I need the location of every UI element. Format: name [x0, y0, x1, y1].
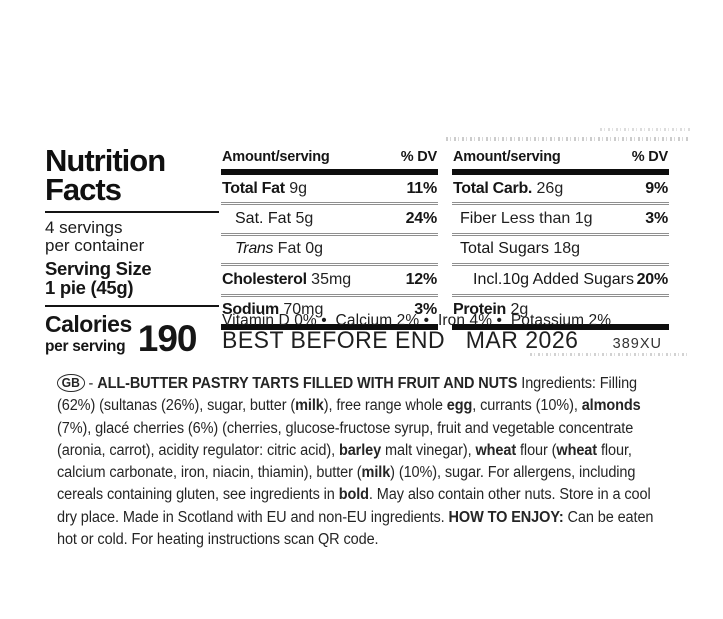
table-row-total-fat: Total Fat 9g 11% [221, 175, 438, 206]
table-row-fiber: Fiber Less than 1g 3% [452, 205, 669, 236]
table-row-sat-fat: Sat. Fat 5g 24% [221, 205, 438, 236]
batch-code: 389XU [612, 336, 662, 352]
thick-bar [221, 169, 438, 175]
table-row-trans-fat: Trans Fat 0g [221, 236, 438, 267]
panel-title: Nutrition Facts [45, 143, 219, 208]
date-code-row: BEST BEFORE END MAR 2026 389XU [222, 325, 670, 354]
header-amount-serving: Amount/serving [453, 149, 561, 165]
table-header: Amount/serving % DV [452, 148, 669, 169]
servings-per-container: 4 servings per container [45, 218, 145, 255]
thick-bar [452, 323, 669, 330]
header-percent-dv: % DV [400, 149, 437, 165]
calories-block: Calories per serving 190 [45, 310, 219, 359]
table-row-cholesterol: Cholesterol 35mg 12% [221, 266, 438, 297]
best-before-date: BEST BEFORE END MAR 2026 [222, 325, 579, 353]
calories-sublabel: per serving [45, 337, 126, 355]
nutrition-facts-column: Nutrition Facts 4 servings per container… [45, 143, 219, 359]
header-percent-dv: % DV [631, 149, 668, 165]
calories-value: 190 [137, 317, 198, 359]
fat-table: Amount/serving % DV Total Fat 9g 11% Sat… [221, 148, 438, 330]
table-row-total-carb: Total Carb. 26g 9% [452, 175, 669, 206]
serving-size: Serving Size 1 pie (45g) [45, 257, 152, 299]
illegible-fine-print [446, 137, 690, 141]
micronutrients-line: Vitamin D 0% • Calcium 2% • Iron 4% • Po… [222, 312, 612, 329]
header-amount-serving: Amount/serving [222, 149, 330, 165]
table-row-added-sugars: Incl.10g Added Sugars 20% [452, 266, 669, 297]
thick-bar [221, 323, 438, 330]
divider-rule [45, 304, 219, 307]
calories-label: Calories [45, 310, 132, 337]
carb-table: Amount/serving % DV Total Carb. 26g 9% F… [452, 148, 669, 330]
nutrient-tables: Amount/serving % DV Total Fat 9g 11% Sat… [221, 148, 669, 330]
thick-bar [452, 169, 669, 175]
table-row-sodium: Sodium 70mg 3% [222, 301, 437, 319]
table-row-protein: Protein 2g [453, 301, 529, 319]
table-row-total-sugars: Total Sugars 18g [452, 236, 669, 267]
panel-title-line2: Facts [45, 172, 122, 208]
illegible-fine-print [600, 128, 690, 131]
divider-rule [45, 211, 219, 214]
illegible-fine-print [530, 353, 690, 356]
gb-country-badge: GB [57, 374, 85, 392]
ingredients-text: GB - ALL-BUTTER PASTRY TARTS FILLED WITH… [57, 374, 654, 549]
table-header: Amount/serving % DV [221, 148, 438, 169]
panel-title-line1: Nutrition [45, 143, 166, 178]
